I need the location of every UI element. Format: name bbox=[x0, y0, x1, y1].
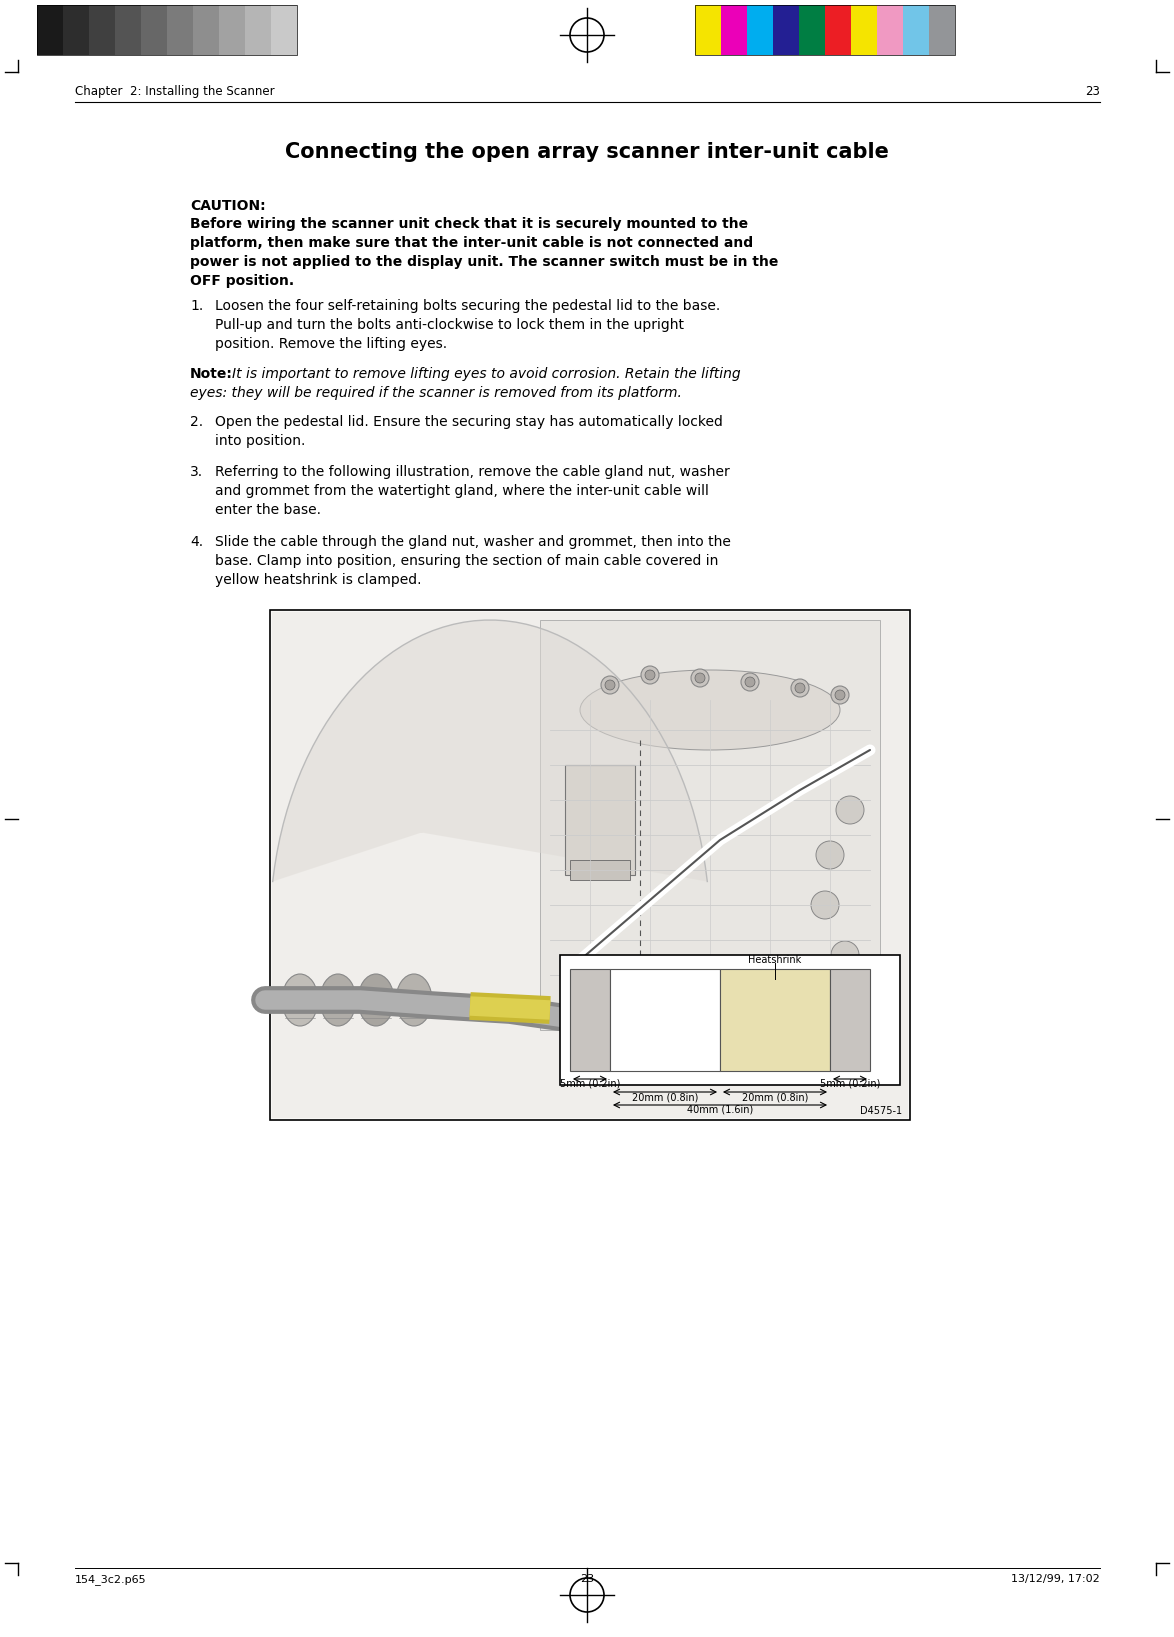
Bar bbox=[825, 5, 851, 56]
Text: Note:: Note: bbox=[190, 367, 232, 381]
Bar bbox=[830, 969, 870, 1071]
Circle shape bbox=[835, 691, 845, 701]
Ellipse shape bbox=[282, 974, 318, 1026]
Bar bbox=[903, 5, 929, 56]
Bar bbox=[220, 5, 245, 56]
Text: power is not applied to the display unit. The scanner switch must be in the: power is not applied to the display unit… bbox=[190, 255, 778, 268]
Text: base. Clamp into position, ensuring the section of main cable covered in: base. Clamp into position, ensuring the … bbox=[215, 553, 718, 568]
Text: It is important to remove lifting eyes to avoid corrosion. Retain the lifting: It is important to remove lifting eyes t… bbox=[232, 367, 741, 381]
Circle shape bbox=[791, 679, 809, 697]
Text: 3.: 3. bbox=[190, 465, 203, 480]
Circle shape bbox=[691, 670, 709, 688]
Ellipse shape bbox=[831, 941, 859, 969]
Ellipse shape bbox=[396, 974, 432, 1026]
Text: eyes: they will be required if the scanner is removed from its platform.: eyes: they will be required if the scann… bbox=[190, 386, 682, 399]
Text: OFF position.: OFF position. bbox=[190, 273, 295, 288]
Text: 23: 23 bbox=[1085, 85, 1100, 98]
Text: Connecting the open array scanner inter-unit cable: Connecting the open array scanner inter-… bbox=[285, 142, 889, 162]
Bar bbox=[38, 5, 63, 56]
Circle shape bbox=[745, 678, 755, 688]
Text: platform, then make sure that the inter-unit cable is not connected and: platform, then make sure that the inter-… bbox=[190, 236, 754, 250]
Ellipse shape bbox=[580, 670, 841, 750]
Bar bbox=[610, 969, 720, 1071]
Bar bbox=[540, 620, 880, 1030]
Text: 20mm (0.8in): 20mm (0.8in) bbox=[632, 1092, 699, 1102]
Circle shape bbox=[741, 673, 760, 691]
Text: 23: 23 bbox=[580, 1575, 594, 1585]
Bar bbox=[571, 859, 630, 881]
Bar bbox=[193, 5, 220, 56]
Circle shape bbox=[695, 673, 706, 683]
Circle shape bbox=[645, 670, 655, 679]
Text: Chapter  2: Installing the Scanner: Chapter 2: Installing the Scanner bbox=[75, 85, 275, 98]
Circle shape bbox=[605, 679, 615, 691]
Text: into position.: into position. bbox=[215, 434, 305, 449]
Text: yellow heatshrink is clamped.: yellow heatshrink is clamped. bbox=[215, 573, 421, 588]
Circle shape bbox=[831, 686, 849, 704]
Bar bbox=[695, 5, 954, 56]
Ellipse shape bbox=[358, 974, 394, 1026]
Text: position. Remove the lifting eyes.: position. Remove the lifting eyes. bbox=[215, 337, 447, 350]
Text: Heatshrink: Heatshrink bbox=[748, 954, 802, 964]
Circle shape bbox=[795, 683, 805, 692]
Bar bbox=[877, 5, 903, 56]
Circle shape bbox=[641, 666, 659, 684]
Text: Loosen the four self-retaining bolts securing the pedestal lid to the base.: Loosen the four self-retaining bolts sec… bbox=[215, 300, 721, 313]
Text: CAUTION:: CAUTION: bbox=[190, 200, 265, 213]
Bar bbox=[63, 5, 89, 56]
Bar bbox=[38, 5, 297, 56]
Bar bbox=[772, 5, 799, 56]
Bar bbox=[799, 5, 825, 56]
Bar bbox=[89, 5, 115, 56]
Text: 1.: 1. bbox=[190, 300, 203, 313]
Bar bbox=[245, 5, 271, 56]
Text: Pull-up and turn the bolts anti-clockwise to lock them in the upright: Pull-up and turn the bolts anti-clockwis… bbox=[215, 318, 684, 332]
Text: Before wiring the scanner unit check that it is securely mounted to the: Before wiring the scanner unit check tha… bbox=[190, 218, 748, 231]
Circle shape bbox=[601, 676, 619, 694]
Text: Slide the cable through the gland nut, washer and grommet, then into the: Slide the cable through the gland nut, w… bbox=[215, 535, 731, 548]
Bar bbox=[565, 764, 635, 876]
Ellipse shape bbox=[836, 796, 864, 823]
Bar bbox=[167, 5, 193, 56]
Text: D4575-1: D4575-1 bbox=[859, 1107, 902, 1116]
Bar bbox=[560, 954, 900, 1085]
Text: enter the base.: enter the base. bbox=[215, 503, 321, 517]
Bar bbox=[695, 5, 721, 56]
Bar bbox=[720, 969, 830, 1071]
Bar bbox=[571, 969, 610, 1071]
Bar bbox=[115, 5, 141, 56]
Text: 154_3c2.p65: 154_3c2.p65 bbox=[75, 1575, 147, 1585]
Text: 5mm (0.2in): 5mm (0.2in) bbox=[819, 1079, 880, 1089]
Ellipse shape bbox=[321, 974, 356, 1026]
Bar bbox=[929, 5, 954, 56]
Bar bbox=[270, 611, 910, 1120]
Text: 20mm (0.8in): 20mm (0.8in) bbox=[742, 1092, 808, 1102]
Bar bbox=[851, 5, 877, 56]
Text: 2.: 2. bbox=[190, 416, 203, 429]
Text: and grommet from the watertight gland, where the inter-unit cable will: and grommet from the watertight gland, w… bbox=[215, 485, 709, 498]
Text: Referring to the following illustration, remove the cable gland nut, washer: Referring to the following illustration,… bbox=[215, 465, 730, 480]
Ellipse shape bbox=[811, 891, 839, 918]
Bar bbox=[141, 5, 167, 56]
Bar bbox=[272, 612, 908, 1118]
Ellipse shape bbox=[816, 841, 844, 869]
Text: 5mm (0.2in): 5mm (0.2in) bbox=[560, 1079, 620, 1089]
Bar bbox=[747, 5, 772, 56]
Bar bbox=[271, 5, 297, 56]
Text: Open the pedestal lid. Ensure the securing stay has automatically locked: Open the pedestal lid. Ensure the securi… bbox=[215, 416, 723, 429]
Text: 4.: 4. bbox=[190, 535, 203, 548]
Bar bbox=[721, 5, 747, 56]
Text: 40mm (1.6in): 40mm (1.6in) bbox=[687, 1105, 754, 1115]
Text: 13/12/99, 17:02: 13/12/99, 17:02 bbox=[1011, 1575, 1100, 1585]
Polygon shape bbox=[272, 620, 707, 881]
